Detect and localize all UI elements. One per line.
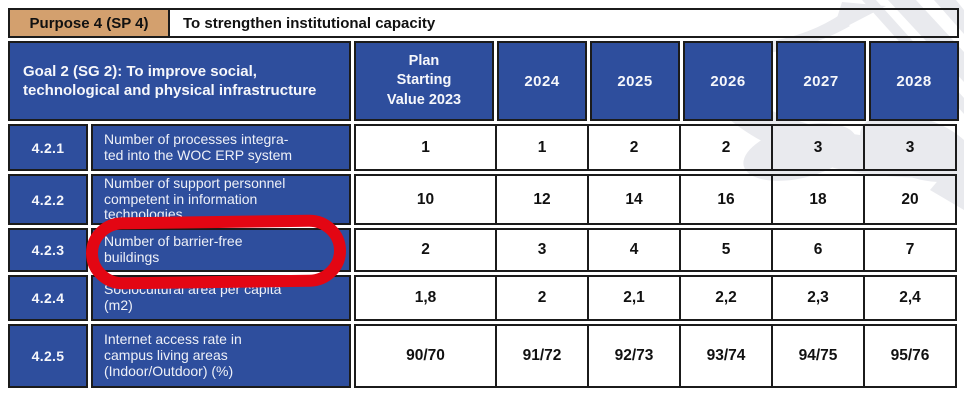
value-cell: 5: [679, 228, 773, 272]
value-cell: 2: [587, 124, 681, 171]
purpose-description: To strengthen institutional capacity: [168, 8, 959, 38]
indicator-name: Sociocultural area per capita (m2): [91, 275, 351, 321]
column-header-2026: 2026: [683, 41, 773, 121]
value-cell: 2: [495, 275, 589, 321]
indicator-name: Number of barrier-free buildings: [91, 228, 351, 272]
value-cell: 3: [771, 124, 865, 171]
table-row-4-2-2: 4.2.2 Number of support personnel compet…: [8, 174, 959, 225]
column-header-2024: 2024: [497, 41, 587, 121]
value-cell: 3: [495, 228, 589, 272]
value-cell: 2,1: [587, 275, 681, 321]
value-cell: 2,4: [863, 275, 957, 321]
column-header-2025: 2025: [590, 41, 680, 121]
value-cell: 90/70: [354, 324, 497, 388]
value-cell: 7: [863, 228, 957, 272]
goal-title: Goal 2 (SG 2): To improve social, techno…: [8, 41, 351, 121]
indicator-name: Number of support personnel competent in…: [91, 174, 351, 225]
indicator-id: 4.2.1: [8, 124, 88, 171]
value-cell: 2: [354, 228, 497, 272]
value-cell: 6: [771, 228, 865, 272]
strategic-plan-table: Purpose 4 (SP 4) To strengthen instituti…: [8, 8, 959, 388]
value-cell: 91/72: [495, 324, 589, 388]
value-cell: 2: [679, 124, 773, 171]
column-header-2027: 2027: [776, 41, 866, 121]
value-cell: 2,3: [771, 275, 865, 321]
indicator-id: 4.2.3: [8, 228, 88, 272]
value-cell: 93/74: [679, 324, 773, 388]
value-cell: 4: [587, 228, 681, 272]
value-cell: 1: [354, 124, 497, 171]
value-cell: 20: [863, 174, 957, 225]
table-row-4-2-1: 4.2.1 Number of processes integra- ted i…: [8, 124, 959, 171]
table-row-4-2-5: 4.2.5 Internet access rate in campus liv…: [8, 324, 959, 388]
table-row-4-2-3: 4.2.3 Number of barrier-free buildings 2…: [8, 228, 959, 272]
value-cell: 94/75: [771, 324, 865, 388]
purpose-label: Purpose 4 (SP 4): [8, 8, 170, 38]
value-cell: 3: [863, 124, 957, 171]
value-cell: 2,2: [679, 275, 773, 321]
table-header-row: Goal 2 (SG 2): To improve social, techno…: [8, 41, 959, 121]
value-cell: 92/73: [587, 324, 681, 388]
indicator-name: Internet access rate in campus living ar…: [91, 324, 351, 388]
value-cell: 95/76: [863, 324, 957, 388]
indicator-id: 4.2.4: [8, 275, 88, 321]
value-cell: 1,8: [354, 275, 497, 321]
column-header-plan-2023: Plan Starting Value 2023: [354, 41, 494, 121]
purpose-row: Purpose 4 (SP 4) To strengthen instituti…: [8, 8, 959, 38]
indicator-id: 4.2.2: [8, 174, 88, 225]
value-cell: 10: [354, 174, 497, 225]
value-cell: 16: [679, 174, 773, 225]
value-cell: 14: [587, 174, 681, 225]
value-cell: 1: [495, 124, 589, 171]
column-header-2028: 2028: [869, 41, 959, 121]
indicator-id: 4.2.5: [8, 324, 88, 388]
indicator-name: Number of processes integra- ted into th…: [91, 124, 351, 171]
value-cell: 12: [495, 174, 589, 225]
value-cell: 18: [771, 174, 865, 225]
table-row-4-2-4: 4.2.4 Sociocultural area per capita (m2)…: [8, 275, 959, 321]
